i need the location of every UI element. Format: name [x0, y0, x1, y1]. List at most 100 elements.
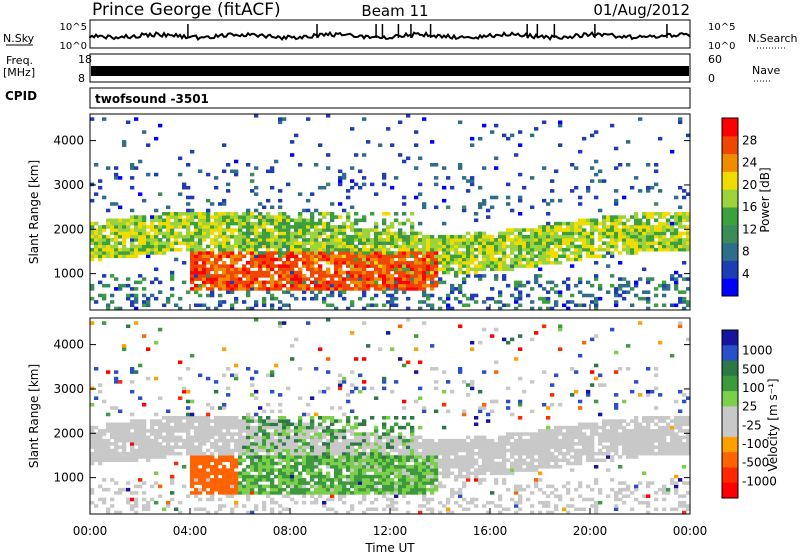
power-cell — [218, 280, 223, 285]
velocity-cell — [362, 455, 367, 459]
velocity-cell — [430, 448, 435, 453]
power-cell — [414, 280, 419, 285]
power-cell — [238, 234, 243, 239]
velocity-cell — [426, 448, 431, 453]
velocity-cell — [238, 442, 243, 446]
velocity-cell — [218, 484, 223, 489]
power-cell — [218, 287, 223, 291]
power-cell — [246, 270, 251, 275]
power-cell — [178, 296, 183, 301]
power-cell — [134, 296, 139, 301]
power-cell — [426, 238, 431, 242]
power-cell — [382, 212, 387, 216]
power-cell — [422, 251, 427, 255]
power-cell — [198, 212, 203, 216]
power-cell — [422, 254, 427, 259]
velocity-cell — [146, 445, 151, 449]
power-cell — [402, 212, 407, 216]
velocity-cell — [454, 478, 459, 482]
power-cell — [198, 247, 203, 252]
power-cell — [130, 247, 135, 252]
power-cell — [310, 270, 315, 275]
power-cell — [282, 225, 287, 229]
power-cell — [114, 306, 119, 311]
velocity-cell — [434, 484, 439, 489]
velocity-cell — [294, 435, 299, 440]
power-cell — [294, 247, 299, 252]
power-cell — [650, 244, 655, 249]
power-cell — [486, 254, 491, 259]
power-cell — [202, 212, 207, 216]
velocity-cell — [94, 435, 99, 440]
velocity-cell — [430, 497, 435, 502]
power-cell — [346, 257, 351, 262]
power-cell — [302, 277, 307, 281]
power-cell — [186, 208, 191, 213]
power-cell — [554, 300, 559, 304]
power-cell — [430, 261, 435, 265]
velocity-cell — [142, 507, 147, 512]
velocity-cell — [214, 380, 219, 384]
velocity-cell — [274, 448, 279, 453]
power-cell — [542, 296, 547, 301]
power-cell — [238, 228, 243, 232]
velocity-cell — [254, 458, 259, 463]
power-cell — [510, 293, 515, 298]
power-cell — [374, 247, 379, 252]
velocity-cell — [502, 468, 507, 472]
power-cell — [446, 234, 451, 239]
velocity-cell — [458, 324, 463, 329]
power-cell — [450, 238, 455, 242]
power-cell — [342, 225, 347, 229]
power-cell — [250, 254, 255, 259]
power-cell — [198, 251, 203, 255]
power-cell — [426, 264, 431, 268]
power-cell — [410, 267, 415, 272]
power-cell — [418, 241, 423, 245]
velocity-cell — [482, 448, 487, 453]
velocity-cell — [478, 448, 483, 453]
power-cell — [610, 123, 615, 128]
power-cell — [322, 221, 327, 226]
power-cell — [350, 264, 355, 268]
power-cell — [430, 234, 435, 239]
power-cell — [286, 231, 291, 236]
velocity-cell — [362, 419, 367, 423]
power-cell — [154, 215, 159, 219]
velocity-cell — [386, 504, 391, 508]
power-cell — [494, 257, 499, 262]
power-cell — [350, 280, 355, 285]
velocity-cell — [106, 445, 111, 449]
velocity-cell — [114, 425, 119, 430]
power-cell — [370, 238, 375, 242]
velocity-cell — [146, 458, 151, 463]
velocity-cell — [422, 461, 427, 466]
power-cell — [442, 234, 447, 239]
power-cell — [282, 277, 287, 281]
power-cell — [366, 277, 371, 281]
velocity-cell — [166, 445, 171, 449]
velocity-cell — [338, 474, 343, 479]
velocity-cell — [382, 376, 387, 381]
velocity-cell — [306, 468, 311, 472]
power-cell — [114, 225, 119, 229]
power-cell — [422, 261, 427, 265]
velocity-cell — [310, 451, 315, 456]
power-cell — [366, 264, 371, 268]
power-cell — [150, 251, 155, 255]
power-cell — [534, 247, 539, 252]
power-cell — [346, 274, 351, 278]
velocity-cell — [462, 481, 467, 485]
power-cell — [462, 176, 467, 180]
velocity-cell — [234, 416, 239, 420]
power-cell — [642, 296, 647, 301]
power-cell — [398, 283, 403, 288]
velocity-cell — [262, 461, 267, 466]
power-cell — [530, 234, 535, 239]
power-cell — [574, 238, 579, 242]
power-cell — [230, 280, 235, 285]
power-cell — [230, 218, 235, 223]
power-cell — [558, 120, 563, 125]
velocity-cell — [486, 412, 491, 417]
velocity-cell — [366, 442, 371, 446]
